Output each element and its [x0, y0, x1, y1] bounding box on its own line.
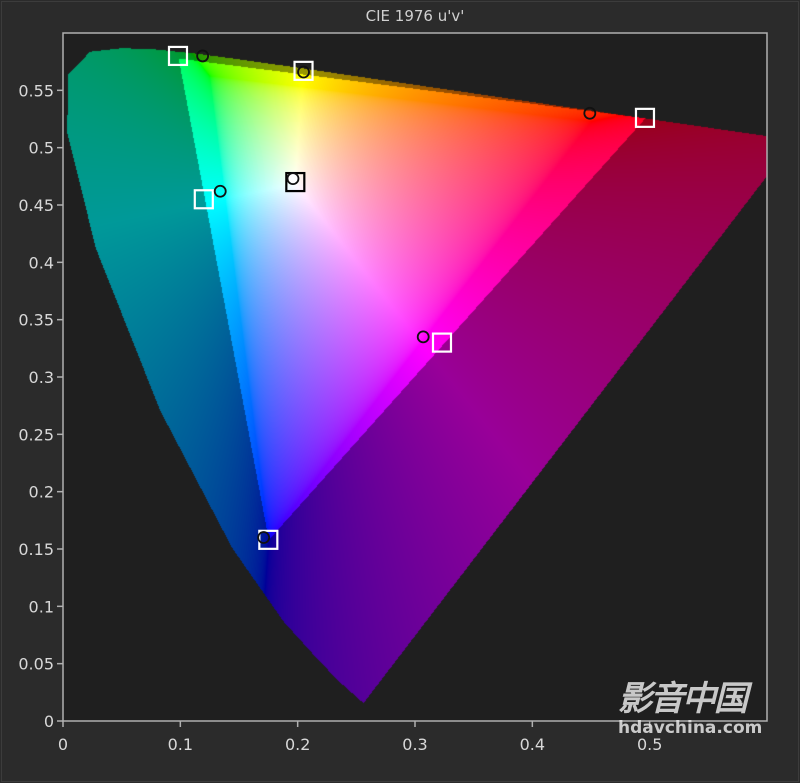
watermark-logo: 影音中国 hdavchina.com: [618, 682, 762, 737]
y-tick-label: 0.15: [18, 540, 54, 559]
chromaticity-diagram-fill: [63, 33, 767, 721]
y-tick-label: 0.1: [29, 597, 54, 616]
x-tick-label: 0.3: [402, 735, 427, 754]
x-tick-label: 0: [58, 735, 68, 754]
target-marker-yellow: [293, 60, 314, 81]
x-tick-label: 0.1: [168, 735, 193, 754]
watermark-logo-text: 影音中国: [618, 679, 748, 719]
measured-marker-cyan: [213, 184, 227, 198]
measured-marker-white: [286, 172, 300, 186]
chart-title: CIE 1976 u'v': [365, 7, 465, 25]
measured-marker-blue: [257, 531, 271, 544]
target-marker-green: [167, 45, 189, 67]
y-tick-label: 0.35: [18, 311, 54, 330]
y-tick-label: 0.45: [18, 196, 54, 215]
watermark-site: hdavchina.com: [618, 718, 763, 738]
y-tick-label: 0.4: [29, 253, 54, 272]
measured-marker-green: [196, 49, 210, 63]
y-tick-label: 0.05: [18, 655, 54, 674]
y-tick-label: 0.25: [18, 425, 54, 444]
plot-border: [62, 32, 768, 722]
y-tick-label: 0.3: [29, 368, 54, 387]
plot-area: [63, 33, 767, 721]
x-tick-label: 0.2: [285, 735, 310, 754]
y-tick-label: 0.2: [29, 483, 54, 502]
measured-marker-yellow: [297, 65, 310, 79]
x-tick-label: 0.4: [520, 735, 545, 754]
y-tick-label: 0.55: [18, 81, 54, 100]
target-marker-magenta: [431, 332, 453, 353]
y-tick-label: 0.5: [29, 139, 54, 158]
measured-marker-red: [583, 106, 597, 120]
measured-marker-magenta: [416, 330, 430, 344]
y-tick-label: 0: [44, 712, 54, 731]
x-tick-label: 0.5: [637, 735, 662, 754]
target-marker-cyan: [193, 189, 214, 210]
target-marker-red: [634, 107, 656, 128]
